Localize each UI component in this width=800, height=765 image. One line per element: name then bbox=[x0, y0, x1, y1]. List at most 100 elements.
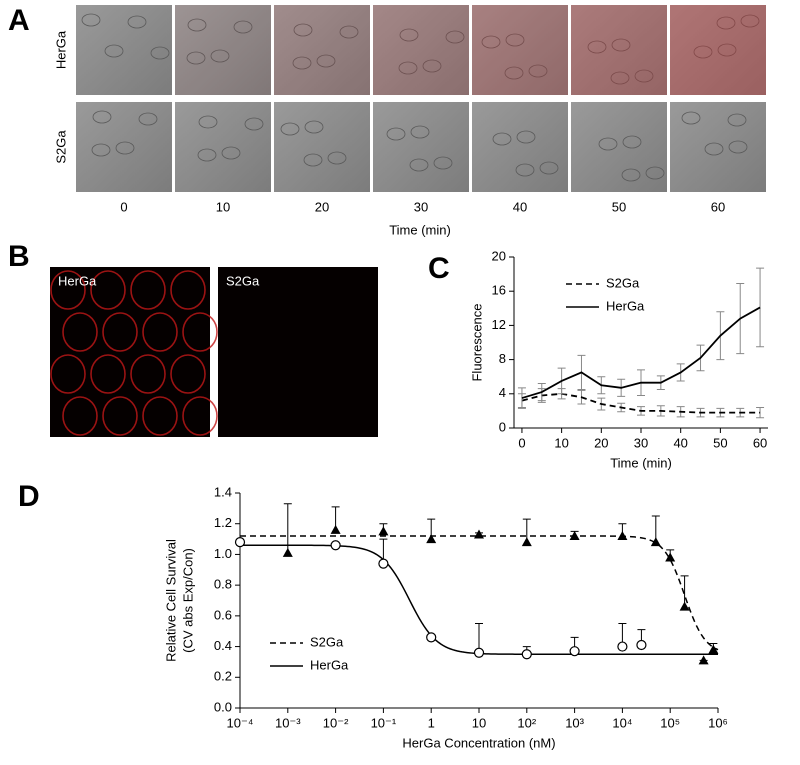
y-tick-label: 0 bbox=[499, 419, 506, 434]
marker bbox=[708, 644, 719, 654]
cell bbox=[221, 146, 241, 160]
cell bbox=[504, 66, 524, 80]
y-axis-label: Relative Cell Survival bbox=[163, 539, 178, 662]
cell bbox=[233, 20, 253, 34]
x-axis-label: HerGa Concentration (nM) bbox=[402, 735, 555, 750]
membrane bbox=[50, 270, 86, 310]
cell bbox=[138, 112, 158, 126]
cell bbox=[539, 161, 559, 175]
membrane bbox=[62, 396, 98, 436]
x-tick-label: 50 bbox=[713, 435, 727, 450]
cell bbox=[409, 158, 429, 172]
membrane bbox=[102, 312, 138, 352]
cell bbox=[681, 111, 701, 125]
x-tick-label: 60 bbox=[753, 435, 767, 450]
cell bbox=[91, 143, 111, 157]
image-label: S2Ga bbox=[226, 273, 260, 288]
cell bbox=[303, 153, 323, 167]
marker bbox=[234, 537, 246, 548]
row-label: S2Ga bbox=[53, 130, 68, 164]
cell bbox=[622, 135, 642, 149]
micrograph bbox=[373, 5, 469, 95]
cell bbox=[280, 122, 300, 136]
y-tick-label: 16 bbox=[492, 283, 506, 298]
cell bbox=[634, 69, 654, 83]
y-tick-label: 12 bbox=[492, 317, 506, 332]
cell bbox=[410, 125, 430, 139]
y-axis-label: Fluorescence bbox=[469, 303, 484, 381]
x-tick-label: 10 bbox=[554, 435, 568, 450]
y-tick-label: 1.2 bbox=[214, 515, 232, 530]
axis-label: Time (min) bbox=[389, 222, 451, 237]
membrane bbox=[62, 312, 98, 352]
membrane bbox=[142, 312, 178, 352]
x-tick-label: 10 bbox=[472, 715, 486, 730]
cell bbox=[716, 16, 736, 30]
cell bbox=[505, 33, 525, 47]
marker bbox=[569, 646, 580, 657]
marker bbox=[521, 649, 532, 660]
y-tick-label: 0.2 bbox=[214, 669, 232, 684]
stain-overlay bbox=[175, 5, 271, 95]
marker bbox=[665, 552, 676, 562]
cell bbox=[81, 13, 101, 27]
membrane bbox=[102, 396, 138, 436]
stain-overlay bbox=[472, 5, 568, 95]
panel-label: B bbox=[8, 240, 30, 273]
membrane bbox=[182, 312, 218, 352]
cell bbox=[611, 38, 631, 52]
x-tick-label: 10⁻¹ bbox=[371, 715, 397, 730]
cell bbox=[621, 168, 641, 182]
timepoint-label: 10 bbox=[216, 199, 230, 214]
timepoint-label: 40 bbox=[513, 199, 527, 214]
legend-label: S2Ga bbox=[606, 275, 640, 290]
x-tick-label: 30 bbox=[634, 435, 648, 450]
cell bbox=[587, 40, 607, 54]
cell bbox=[645, 166, 665, 180]
cell bbox=[339, 25, 359, 39]
micrograph bbox=[472, 102, 568, 192]
cell bbox=[293, 23, 313, 37]
image-label: HerGa bbox=[58, 273, 97, 288]
cell bbox=[186, 51, 206, 65]
panel-label: A bbox=[8, 4, 30, 37]
x-tick-label: 10⁻³ bbox=[275, 715, 301, 730]
x-tick-label: 1 bbox=[428, 715, 435, 730]
marker bbox=[378, 558, 389, 569]
marker bbox=[426, 534, 437, 544]
error-bar bbox=[756, 267, 765, 348]
marker bbox=[569, 531, 580, 540]
cell bbox=[292, 56, 312, 70]
marker bbox=[474, 529, 484, 539]
y-tick-label: 0.6 bbox=[214, 607, 232, 622]
stain-overlay bbox=[571, 5, 667, 95]
micrograph bbox=[274, 102, 370, 192]
cell bbox=[528, 64, 548, 78]
error-bar bbox=[756, 406, 765, 419]
marker bbox=[679, 601, 690, 611]
marker bbox=[378, 526, 389, 536]
marker bbox=[617, 641, 628, 652]
marker bbox=[282, 547, 293, 557]
cell bbox=[399, 28, 419, 42]
membrane bbox=[130, 354, 166, 394]
y-tick-label: 1.4 bbox=[214, 484, 232, 499]
marker bbox=[650, 537, 661, 547]
y-tick-label: 0.0 bbox=[214, 699, 232, 714]
cell bbox=[127, 15, 147, 29]
marker bbox=[473, 647, 485, 658]
marker bbox=[330, 524, 341, 534]
cell bbox=[327, 151, 347, 165]
cell bbox=[492, 132, 512, 146]
row-label: HerGa bbox=[53, 30, 68, 69]
timepoint-label: 30 bbox=[414, 199, 428, 214]
x-tick-label: 10⁻² bbox=[323, 715, 349, 730]
stain-overlay bbox=[274, 5, 370, 95]
y-tick-label: 20 bbox=[492, 248, 506, 263]
cell bbox=[433, 156, 453, 170]
membrane bbox=[142, 396, 178, 436]
stain-overlay bbox=[373, 5, 469, 95]
marker bbox=[636, 639, 647, 651]
y-tick-label: 1.0 bbox=[214, 546, 232, 561]
